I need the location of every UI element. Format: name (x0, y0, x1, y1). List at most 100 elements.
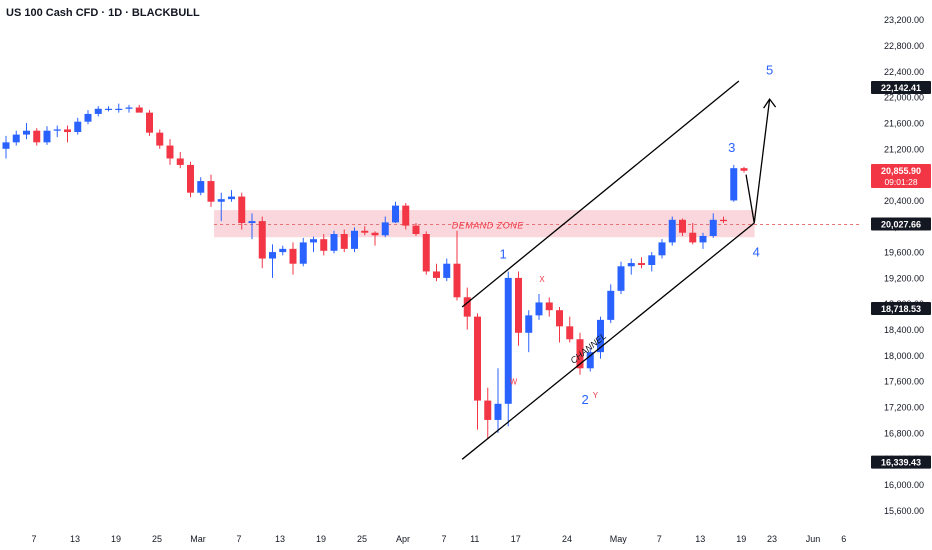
channel-lower-line (461, 222, 755, 460)
wave-label: 5 (766, 63, 773, 78)
candle-body (269, 252, 276, 259)
x-tick-label: 13 (275, 534, 285, 544)
x-tick-label: 7 (657, 534, 662, 544)
candle-body (217, 199, 225, 202)
candle-body (330, 234, 338, 251)
candle-body (576, 339, 584, 369)
wave-sublabel: W (510, 377, 518, 386)
price-tag-label: 20,027.66 (881, 219, 921, 229)
candles-layer (2, 103, 748, 440)
demand-zone-label: DEMAND ZONE (452, 220, 524, 230)
candle-body (351, 230, 358, 249)
candle-body (53, 129, 61, 131)
x-tick-label: 25 (357, 534, 367, 544)
y-tick-label: 22,000.00 (884, 93, 924, 103)
price-tag-bg (871, 455, 931, 469)
x-tick-label: Apr (396, 534, 410, 544)
candle-body (299, 242, 307, 264)
projection-path (745, 99, 771, 224)
candle-body (474, 316, 481, 401)
x-tick-label: 13 (695, 534, 705, 544)
wave-label: 4 (753, 245, 760, 260)
candle-body (535, 302, 543, 316)
candle-body (617, 266, 625, 291)
candle-body (586, 352, 594, 369)
candle-body (494, 403, 502, 420)
candle-body (597, 319, 604, 353)
price-tag-label: 22,142.41 (881, 83, 921, 93)
candle-body (566, 326, 574, 340)
candle-body (392, 205, 399, 223)
price-tag-label: 16,339.43 (881, 458, 921, 468)
candle-body (146, 112, 153, 133)
candle-body (187, 164, 194, 193)
candle-body (730, 168, 738, 201)
price-tag-countdown: 09:01:28 (884, 177, 917, 187)
candle-body (412, 225, 420, 235)
candle-body (453, 263, 461, 298)
candle-body (115, 108, 123, 110)
x-tick-label: 17 (511, 534, 521, 544)
candle-body (679, 219, 686, 233)
candle-body (443, 263, 451, 278)
candle-body (720, 219, 727, 222)
y-tick-label: 15,600.00 (884, 506, 924, 516)
candle-body (94, 108, 102, 114)
x-tick-label: 23 (767, 534, 777, 544)
candle-body (320, 239, 328, 251)
x-tick-label: 7 (31, 534, 36, 544)
x-tick-label: Jun (806, 534, 821, 544)
candle-body (74, 121, 82, 133)
candle-body (463, 297, 471, 317)
x-tick-label: 11 (470, 534, 479, 544)
candle-body (43, 130, 51, 143)
y-tick-label: 21,200.00 (884, 144, 924, 154)
candle-body (361, 230, 369, 233)
candle-body (197, 181, 205, 193)
candle-body (279, 248, 287, 253)
x-tick-label: 6 (841, 534, 846, 544)
candle-body (515, 277, 522, 333)
demand-zone-layer: DEMAND ZONE (214, 210, 862, 238)
wave-label: 3 (728, 140, 735, 155)
y-tick-label: 19,600.00 (884, 248, 924, 258)
candle-body (2, 142, 10, 149)
y-tick-label: 22,400.00 (884, 67, 924, 77)
x-tick-label: 13 (70, 534, 80, 544)
candle-body (484, 400, 492, 420)
candle-body (340, 234, 348, 249)
chart-title: US 100 Cash CFD · 1D · BLACKBULL (6, 7, 200, 19)
candle-body (156, 132, 164, 146)
y-tick-label: 20,400.00 (884, 196, 924, 206)
candle-body (228, 196, 235, 200)
candle-body (135, 107, 143, 113)
candle-body (64, 129, 71, 133)
y-tick-label: 18,000.00 (884, 351, 924, 361)
y-tick-label: 23,200.00 (884, 15, 924, 25)
candle-body (689, 232, 697, 243)
price-tag-bg (871, 164, 931, 189)
x-tick-label: 19 (111, 534, 121, 544)
annotation-layer: 1 2 3 4 5 X W Y (500, 63, 774, 407)
candle-body (166, 145, 174, 159)
candle-body (84, 113, 92, 122)
candle-body (638, 263, 645, 265)
price-tag-bg (871, 301, 931, 315)
x-tick-label: 19 (736, 534, 746, 544)
wave-label: 1 (500, 247, 507, 262)
candle-body (105, 108, 112, 110)
candle-body (310, 239, 317, 243)
candle-body (33, 130, 41, 143)
time-axis: 7 13 19 25 Mar 7 13 19 25 Apr 7 11 17 24 May 7 13 19 23 Jun… (31, 534, 846, 544)
candle-body (371, 232, 379, 236)
candle-body (289, 248, 297, 264)
price-tag-bg (871, 80, 931, 94)
y-tick-label: 21,600.00 (884, 118, 924, 128)
y-tick-label: 18,400.00 (884, 325, 924, 335)
projection-arrowhead (763, 97, 777, 109)
y-tick-label: 22,800.00 (884, 41, 924, 51)
candle-body (12, 134, 20, 143)
y-tick-label: 17,600.00 (884, 377, 924, 387)
